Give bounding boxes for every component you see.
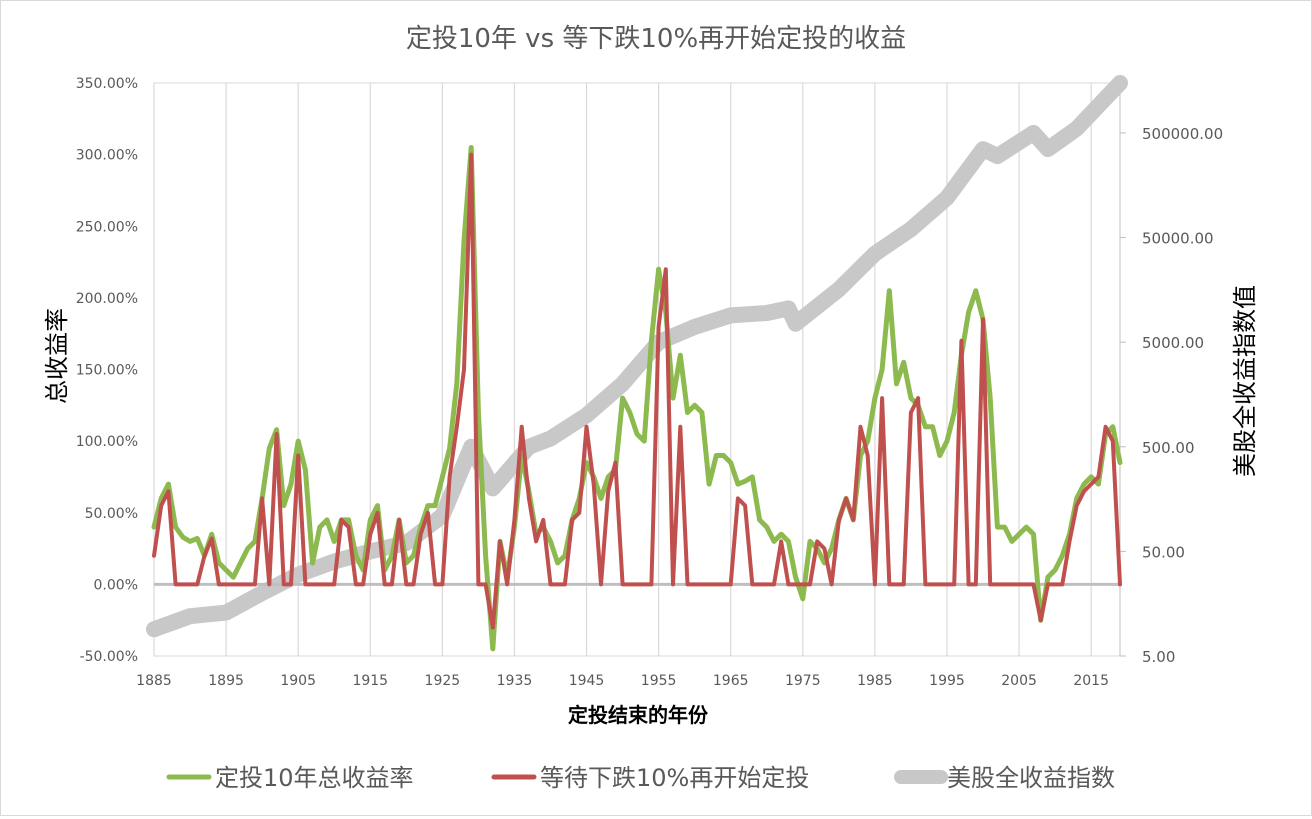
series-line-1: [152, 152, 1122, 630]
y-axis-right-title: 美股全收益指数值: [1231, 285, 1259, 477]
y-left-tick-label: 300.00%: [76, 148, 138, 164]
x-tick-label: 1935: [497, 673, 533, 689]
y-left-tick-label: 100.00%: [76, 434, 138, 450]
y-left-tick-label: 200.00%: [76, 291, 138, 307]
legend-label-0: 定投10年总收益率: [215, 764, 414, 792]
x-tick-label: 2005: [1001, 673, 1037, 689]
y-axis-right: 500000.00 50000.00 5000.00 500.00 50.00 5.00: [1119, 83, 1223, 666]
legend-label-1: 等待下跌10%再开始定投: [540, 764, 809, 792]
y-left-tick-label: 0.00%: [94, 577, 138, 593]
legend-label-2: 美股全收益指数: [947, 764, 1115, 792]
series-group: [146, 75, 1128, 652]
x-tick-label: 1905: [280, 673, 316, 689]
y-left-tick-label: 350.00%: [76, 76, 138, 92]
y-right-tick-label: 500000.00: [1142, 125, 1223, 143]
x-tick-label: 1995: [929, 673, 965, 689]
y-left-tick-label: 250.00%: [76, 219, 138, 235]
x-tick-label: 1985: [857, 673, 893, 689]
y-axis-left: 350.00% 300.00% 250.00% 200.00% 150.00% 100.0…: [76, 76, 138, 665]
y-left-tick-label: 50.00%: [85, 506, 138, 522]
y-left-tick-label: -50.00%: [80, 649, 138, 665]
x-tick-label: 1965: [713, 673, 749, 689]
x-axis-title: 定投结束的年份: [568, 703, 709, 727]
x-tick-label: 1945: [569, 673, 605, 689]
x-tick-label: 2015: [1073, 673, 1109, 689]
y-left-tick-label: 150.00%: [76, 363, 138, 379]
x-tick-label: 1925: [425, 673, 461, 689]
x-tick-label: 1885: [136, 673, 172, 689]
y-right-tick-label: 5.00: [1142, 648, 1175, 666]
y-right-tick-label: 50.00: [1142, 543, 1185, 561]
y-right-tick-label: 50000.00: [1142, 230, 1214, 248]
y-axis-left-title: 总收益率: [43, 308, 71, 404]
x-axis: 1885 1895 1905 1915 1925 1935 1945 1955 1965 1975…: [136, 673, 1109, 689]
x-tick-label: 1915: [352, 673, 388, 689]
y-right-tick-label: 500.00: [1142, 439, 1195, 457]
x-tick-label: 1895: [208, 673, 244, 689]
x-tick-label: 1975: [785, 673, 821, 689]
y-right-tick-label: 5000.00: [1142, 334, 1204, 352]
x-tick-label: 1955: [641, 673, 677, 689]
chart-title: 定投10年 vs 等下跌10%再开始定投的收益: [406, 24, 906, 54]
legend: 定投10年总收益率 等待下跌10%再开始定投 美股全收益指数: [166, 764, 1115, 792]
